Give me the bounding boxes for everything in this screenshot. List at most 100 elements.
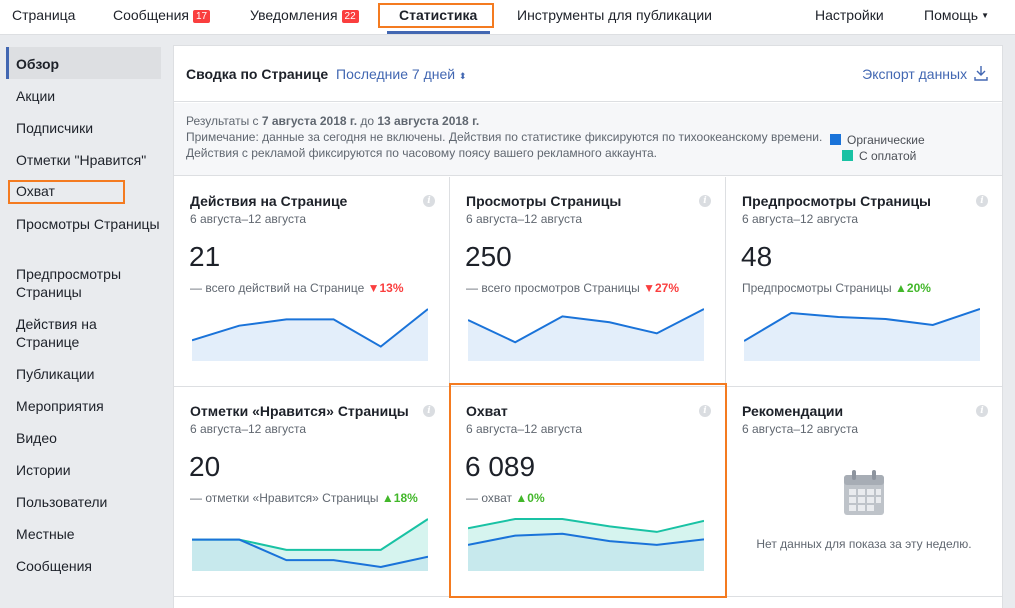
paid-series-area [468, 519, 704, 571]
export-label: Экспорт данных [862, 66, 968, 82]
card-date: 6 августа–12 августа [742, 212, 859, 226]
trend-up-indicator: ▲18% [381, 491, 418, 505]
nav-publishing-tools-label: Инструменты для публикации [517, 7, 712, 23]
card-page-previews[interactable]: Предпросмотры Страницы i 6 августа–12 ав… [726, 177, 1002, 387]
info-icon[interactable]: i [423, 405, 435, 417]
sidebar-item-stories[interactable]: Истории [16, 462, 71, 478]
sidebar-item-people[interactable]: Пользователи [16, 494, 108, 510]
organic-series-line [192, 538, 428, 569]
note-line-1: Примечание: данные за сегодня не включен… [186, 130, 823, 144]
caret-down-icon: ▼ [981, 11, 989, 20]
sidebar-item-videos[interactable]: Видео [16, 430, 57, 446]
paid-series-area [192, 519, 428, 571]
organic-series-line [192, 308, 428, 348]
card-desc-text: — отметки «Нравится» Страницы [190, 491, 379, 505]
organic-series-line [468, 308, 704, 344]
card-desc-text: — всего просмотров Страницы [466, 281, 640, 295]
sparkline-chart [468, 518, 704, 571]
sidebar-item-page-views[interactable]: Просмотры Страницы [16, 216, 160, 232]
card-page-views[interactable]: Просмотры Страницы i 6 августа–12 август… [450, 177, 726, 387]
trend-down-indicator: ▼13% [367, 281, 404, 295]
card-value: 21 [189, 241, 221, 272]
sidebar-item-likes[interactable]: Отметки "Нравится" [16, 152, 147, 168]
sidebar-item-page-actions[interactable]: Действия на Странице [16, 316, 97, 350]
card-value: 250 [465, 241, 512, 272]
summary-title: Сводка по Странице [186, 66, 329, 82]
nav-notifications[interactable]: Уведомления 22 [250, 0, 359, 33]
top-navigation: Страница Сообщения 17 Уведомления 22 Стати… [0, 0, 1015, 35]
sidebar-item-followers[interactable]: Подписчики [16, 120, 94, 136]
info-notice: Результаты с 7 августа 2018 г. до 13 авг… [174, 103, 1002, 176]
card-title: Рекомендации [742, 403, 844, 419]
download-icon [974, 66, 988, 81]
nav-settings[interactable]: Настройки [815, 0, 884, 33]
sparkline-chart [192, 308, 428, 361]
card-value: 20 [189, 451, 221, 482]
nav-help[interactable]: Помощь ▼ [924, 0, 989, 33]
card-change: 0% [527, 491, 545, 505]
calendar-icon [844, 470, 884, 515]
results-range: Результаты с 7 августа 2018 г. до 13 авг… [186, 114, 479, 128]
card-change: 13% [379, 281, 404, 295]
card-desc: — всего действий на Странице ▼13% [190, 281, 404, 295]
card-desc: — отметки «Нравится» Страницы ▲18% [190, 491, 418, 505]
card-date: 6 августа–12 августа [742, 422, 859, 436]
organic-swatch [830, 134, 841, 145]
card-title: Предпросмотры Страницы [742, 193, 932, 209]
card-desc: Предпросмотры Страницы ▲20% [742, 281, 931, 295]
trend-up-indicator: ▲0% [515, 491, 545, 505]
summary-header: Сводка по Странице Последние 7 дней ⬍ Эк… [174, 46, 1002, 102]
legend-paid: С оплатой [842, 149, 916, 163]
nav-messages[interactable]: Сообщения 17 [113, 0, 211, 33]
period-label: Последние 7 дней [336, 66, 456, 82]
info-icon[interactable]: i [976, 195, 988, 207]
card-desc: — охват ▲0% [466, 491, 545, 505]
nav-page[interactable]: Страница [12, 0, 75, 33]
card-date: 6 августа–12 августа [190, 212, 307, 226]
date-from: 7 августа 2018 г. [261, 114, 358, 128]
info-icon[interactable]: i [423, 195, 435, 207]
nav-messages-label: Сообщения [113, 7, 189, 23]
card-desc-text: — охват [466, 491, 513, 505]
legend-organic: Органические [830, 133, 925, 147]
sidebar-item-local[interactable]: Местные [16, 526, 75, 542]
no-data-message: Нет данных для показа за эту неделю. [756, 537, 972, 551]
messages-badge: 17 [192, 10, 211, 23]
paid-series-line [468, 518, 704, 533]
card-value: 48 [741, 241, 773, 272]
sidebar-active-indicator [6, 47, 161, 79]
nav-insights-label: Статистика [399, 7, 478, 23]
card-title: Отметки «Нравится» Страницы [190, 403, 409, 419]
organic-series-area [192, 539, 428, 571]
card-reach[interactable]: Охват i 6 августа–12 августа 6 089 — охв… [450, 387, 726, 597]
legend-paid-label: С оплатой [859, 149, 917, 163]
sidebar-item-reach[interactable]: Охват [16, 183, 55, 199]
organic-series-area [468, 309, 704, 361]
info-icon[interactable]: i [976, 405, 988, 417]
card-recommendations[interactable]: Рекомендации i 6 августа–12 августа Нет … [726, 387, 1002, 597]
paid-swatch [842, 150, 853, 161]
nav-settings-label: Настройки [815, 7, 884, 23]
nav-insights[interactable]: Статистика [399, 0, 477, 33]
card-title: Действия на Странице [190, 193, 348, 209]
sidebar-item-posts[interactable]: Публикации [16, 366, 95, 382]
info-icon[interactable]: i [699, 195, 711, 207]
card-page-likes[interactable]: Отметки «Нравится» Страницы i 6 августа–… [174, 387, 450, 597]
period-dropdown[interactable]: Последние 7 дней ⬍ [336, 66, 467, 82]
card-desc: — всего просмотров Страницы ▼27% [466, 281, 679, 295]
organic-series-line [468, 532, 704, 546]
sparkline-chart [468, 308, 704, 361]
sidebar-item-events[interactable]: Мероприятия [16, 398, 104, 414]
sidebar-item-overview[interactable]: Обзор [16, 56, 60, 72]
sidebar-item-page-previews[interactable]: Предпросмотры Страницы [16, 266, 122, 300]
info-icon[interactable]: i [699, 405, 711, 417]
sidebar-item-messages[interactable]: Сообщения [16, 558, 92, 574]
nav-help-label: Помощь [924, 7, 979, 23]
date-to: 13 августа 2018 г. [377, 114, 480, 128]
sidebar-item-promotions[interactable]: Акции [16, 88, 56, 104]
card-page-actions[interactable]: Действия на Странице i 6 августа–12 авгу… [174, 177, 450, 387]
card-change: 20% [906, 281, 931, 295]
nav-publishing-tools[interactable]: Инструменты для публикации [517, 0, 712, 33]
export-data-link[interactable]: Экспорт данных [862, 65, 988, 82]
card-value: 6 089 [465, 451, 536, 482]
